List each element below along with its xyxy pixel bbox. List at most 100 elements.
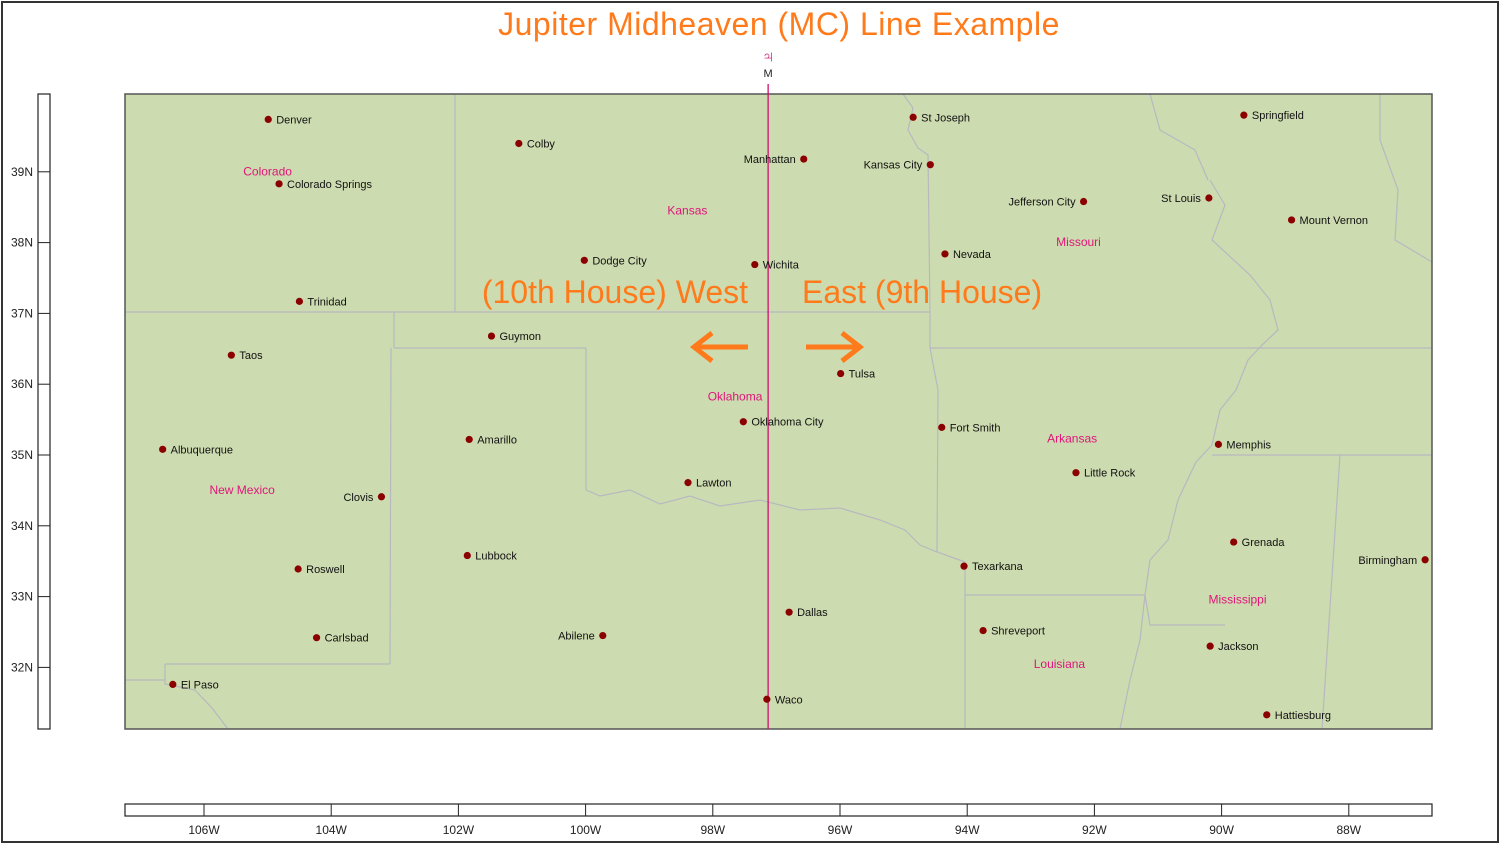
city-label-dodge-city: Dodge City — [592, 255, 647, 267]
state-border-line — [1149, 93, 1209, 181]
city-dot-lubbock — [463, 551, 471, 560]
city-label-trinidad: Trinidad — [307, 296, 346, 308]
city-dot-birmingham — [1421, 556, 1429, 564]
city-dot-nevada — [941, 250, 949, 258]
city-label-el-paso: El Paso — [181, 679, 219, 691]
city-label-fort-smith: Fort Smith — [950, 422, 1001, 434]
city-dot-manhattan — [800, 155, 808, 163]
lon-tick-label: 94W — [955, 823, 980, 837]
city-dot-kansas-city — [926, 161, 934, 169]
city-label-lawton: Lawton — [696, 478, 731, 490]
lon-tick-label: 96W — [828, 823, 853, 837]
lon-tick-label: 88W — [1336, 823, 1361, 837]
longitude-scale-bar: 106W 104W 102W 100W 98W 96W 94W 92W 90W 88W — [124, 803, 1433, 837]
state-borders — [125, 93, 1433, 730]
city-dot-mount-vernon — [1287, 216, 1296, 224]
city-label-shreveport: Shreveport — [991, 626, 1045, 638]
state-border-line — [927, 154, 931, 313]
city-dot-st-louis — [1205, 194, 1213, 202]
lon-tick-label: 92W — [1082, 823, 1107, 837]
city-dot-trinidad — [295, 297, 303, 305]
state-label-new-mexico: New Mexico — [209, 483, 275, 497]
city-dot-springfield — [1240, 111, 1248, 119]
city-label-clovis: Clovis — [343, 492, 373, 504]
lon-tick-label: 106W — [188, 823, 220, 837]
city-label-kansas-city: Kansas City — [864, 160, 923, 172]
city-label-wichita: Wichita — [763, 260, 800, 272]
state-border-line — [164, 664, 229, 730]
city-label-waco: Waco — [775, 694, 803, 706]
city-label-memphis: Memphis — [1226, 439, 1271, 451]
state-border-line — [1321, 454, 1341, 730]
city-label-dallas: Dallas — [797, 607, 828, 619]
city-label-st-joseph: St Joseph — [921, 112, 970, 124]
city-label-nevada: Nevada — [953, 249, 992, 261]
city-label-abilene: Abilene — [558, 631, 595, 643]
city-dot-oklahoma-city — [739, 418, 747, 426]
city-label-guymon: Guymon — [499, 331, 541, 343]
latitude-scale-bar: 39N 38N 37N 36N 35N 34N 33N 32N — [11, 93, 51, 730]
city-dot-dallas — [785, 608, 793, 616]
city-dot-lawton — [684, 479, 692, 487]
city-dot-dodge-city — [580, 256, 588, 264]
city-label-albuquerque: Albuquerque — [171, 444, 233, 456]
city-dot-colorado-springs — [275, 180, 283, 188]
city-label-taos: Taos — [239, 350, 263, 362]
jupiter-symbol-icon: ♃ — [762, 47, 775, 66]
map-title: Jupiter Midheaven (MC) Line Example — [498, 6, 1060, 42]
city-dot-hattiesburg — [1263, 711, 1271, 719]
city-label-jefferson-city: Jefferson City — [1009, 197, 1077, 209]
city-dot-waco — [763, 695, 771, 703]
city-dot-albuquerque — [159, 445, 167, 453]
state-border-line — [1144, 594, 1225, 626]
land-area — [125, 94, 1432, 729]
city-label-jackson: Jackson — [1218, 641, 1258, 653]
state-border-line — [389, 347, 392, 665]
lon-tick-label: 100W — [570, 823, 602, 837]
lon-tick-label: 102W — [443, 823, 475, 837]
city-dot-memphis — [1214, 440, 1223, 448]
city-dot-abilene — [599, 631, 607, 640]
mc-angle-label: M — [764, 68, 773, 80]
city-dot-wichita — [751, 260, 759, 269]
city-dot-guymon — [487, 332, 496, 340]
city-label-little-rock: Little Rock — [1084, 468, 1136, 480]
state-border-line — [1379, 94, 1433, 263]
city-dot-colby — [515, 139, 523, 148]
city-dot-el-paso — [169, 680, 177, 688]
city-label-tulsa: Tulsa — [849, 369, 876, 381]
east-callout-label: East (9th House) — [802, 274, 1043, 310]
city-label-grenada: Grenada — [1242, 537, 1286, 549]
lat-tick-label: 32N — [11, 660, 33, 674]
lon-tick-label: 104W — [316, 823, 348, 837]
state-border-line — [585, 348, 938, 553]
city-dot-tulsa — [837, 369, 845, 378]
city-dot-taos — [227, 351, 235, 359]
city-dot-shreveport — [979, 626, 987, 635]
city-dot-jefferson-city — [1079, 197, 1088, 206]
state-border-line — [902, 93, 929, 156]
city-dot-clovis — [377, 493, 386, 501]
city-label-hattiesburg: Hattiesburg — [1275, 710, 1331, 722]
lon-tick-label: 90W — [1209, 823, 1234, 837]
city-label-amarillo: Amarillo — [477, 434, 517, 446]
city-dot-carlsbad — [312, 634, 321, 642]
city-dot-jackson — [1206, 642, 1214, 650]
city-label-springfield: Springfield — [1252, 110, 1304, 122]
state-label-louisiana: Louisiana — [1034, 657, 1086, 671]
lat-tick-label: 35N — [11, 448, 33, 462]
city-dot-amarillo — [465, 435, 473, 444]
city-label-denver: Denver — [276, 114, 312, 126]
city-dot-grenada — [1230, 538, 1238, 546]
state-label-missouri: Missouri — [1056, 235, 1101, 249]
city-dot-texarkana — [960, 562, 968, 570]
state-label-colorado: Colorado — [243, 164, 292, 178]
lat-tick-label: 36N — [11, 377, 33, 391]
city-label-birmingham: Birmingham — [1358, 555, 1417, 567]
city-dot-roswell — [294, 565, 302, 573]
city-label-st-louis: St Louis — [1161, 193, 1201, 205]
west-callout-label: (10th House) West — [481, 274, 748, 310]
